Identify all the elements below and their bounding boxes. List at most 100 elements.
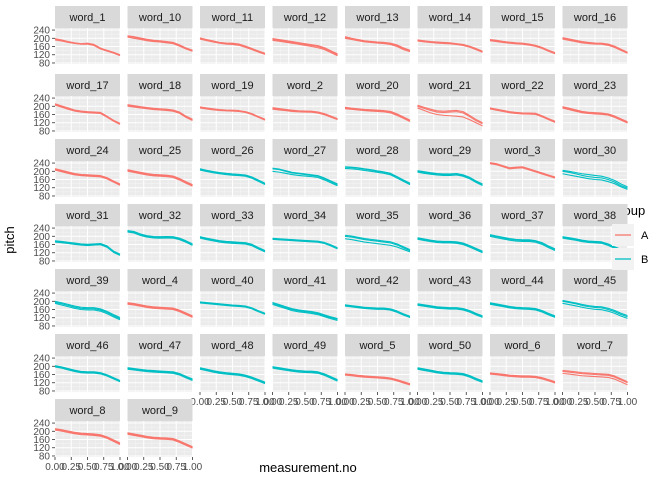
x-tick-label: 0.00 — [553, 397, 573, 408]
series-line-group-a — [417, 39, 483, 52]
x-tick-label: 1.00 — [545, 397, 565, 408]
y-tick-label: 160 — [33, 175, 50, 186]
series-line-group-b — [272, 302, 338, 320]
y-tick-label: 120 — [33, 443, 50, 454]
series-line-group-b — [562, 299, 628, 316]
facet-strip-label: word_37 — [500, 210, 543, 222]
series-line-group-b — [489, 235, 556, 251]
series-line-group-b — [272, 367, 338, 382]
facet-strip-label: word_26 — [210, 145, 253, 157]
series-line-group-a — [489, 372, 556, 383]
x-tick-label: 0.75 — [384, 397, 404, 408]
series-line-group-b — [417, 171, 483, 186]
series-line-group-a — [54, 39, 121, 57]
facet-strip-label: word_44 — [500, 275, 543, 287]
facet-strip — [345, 6, 410, 28]
facet-strip — [490, 334, 555, 356]
series-line-group-a — [127, 104, 193, 120]
facet-panel: word_42 — [344, 269, 411, 327]
facet-strip-label: word_36 — [428, 210, 471, 222]
facet-panel: word_19 — [199, 74, 266, 132]
series-line-group-a — [199, 37, 266, 54]
facet-panel: word_26 — [199, 139, 266, 197]
facet-strip — [417, 139, 483, 161]
facet-strip-label: word_12 — [283, 12, 326, 24]
facet-strip-label: word_19 — [210, 80, 253, 92]
facet-strip-label: word_29 — [428, 145, 471, 157]
x-tick-label: 1.00 — [473, 397, 493, 408]
series-line-group-b — [272, 238, 338, 250]
series-line-group-b — [417, 367, 483, 383]
facet-strip-label: word_48 — [210, 340, 253, 352]
x-tick-label: 0.25 — [279, 397, 299, 408]
x-tick-label: 0.25 — [62, 462, 82, 473]
facet-strip-label: word_38 — [573, 210, 616, 222]
facet-strip-label: word_49 — [283, 340, 326, 352]
y-tick-label: 240 — [33, 159, 50, 170]
series-line-group-a — [344, 373, 411, 385]
facet-strip — [345, 269, 410, 291]
y-tick-label: 160 — [33, 370, 50, 381]
facet-strip-label: word_22 — [500, 80, 543, 92]
x-tick-label: 0.50 — [295, 397, 315, 408]
legend-item-b: B — [612, 248, 648, 270]
facet-strip — [490, 204, 555, 226]
facet-panel: word_30 — [562, 139, 628, 197]
series-line-group-b — [417, 304, 483, 318]
facet-strip-label: word_24 — [65, 145, 108, 157]
y-tick-label: 80 — [39, 386, 51, 397]
x-tick-label: 0.75 — [602, 397, 622, 408]
facet-strip — [272, 74, 338, 96]
series-line-group-a — [127, 170, 193, 187]
x-tick-label: 0.50 — [585, 397, 605, 408]
facet-strip — [200, 139, 265, 161]
facet-panel: word_44 — [489, 269, 556, 327]
facet-panel: word_11 — [199, 6, 266, 64]
series-line-group-a — [344, 106, 411, 121]
facet-strip-label: word_2 — [286, 80, 323, 92]
facet-strip-label: word_23 — [573, 80, 616, 92]
facet-strip — [127, 139, 193, 161]
facet-panel: word_35 — [344, 204, 411, 262]
facet-strip — [562, 204, 628, 226]
facet-strip-label: word_30 — [573, 145, 616, 157]
facet-strip — [562, 269, 628, 291]
series-line-group-a — [199, 38, 266, 55]
x-tick-label: 0.50 — [223, 397, 243, 408]
series-line-group-b — [199, 236, 266, 252]
facet-strip — [490, 269, 555, 291]
facet-panel: word_3 — [489, 139, 556, 197]
facet-strip-label: word_4 — [141, 275, 178, 287]
series-line-group-a — [562, 369, 628, 383]
series-line-group-a — [562, 372, 628, 386]
facet-strip-label: word_3 — [503, 145, 540, 157]
facet-strip — [200, 334, 265, 356]
facet-strip — [200, 74, 265, 96]
facet-strip — [55, 399, 120, 421]
y-tick-label: 160 — [33, 240, 50, 251]
series-line-group-b — [199, 237, 266, 253]
y-tick-label: 240 — [33, 94, 50, 105]
facet-strip-label: word_14 — [428, 12, 471, 24]
series-line-group-a — [417, 105, 483, 125]
facet-panel: word_45 — [562, 269, 628, 327]
y-tick-label: 120 — [33, 50, 50, 61]
series-line-group-b — [489, 303, 556, 318]
y-tick-label: 120 — [33, 118, 50, 129]
y-tick-label: 120 — [33, 378, 50, 389]
facet-strip — [127, 269, 193, 291]
facet-strip-label: word_31 — [65, 210, 108, 222]
facet-strip-label: word_15 — [500, 12, 543, 24]
facet-strip-label: word_18 — [138, 80, 181, 92]
y-tick-label: 240 — [33, 224, 50, 235]
series-line-group-a — [344, 373, 411, 385]
series-line-group-b — [272, 167, 338, 185]
facet-panel: word_16 — [562, 6, 628, 64]
series-line-group-b — [54, 301, 121, 320]
series-line-group-b — [562, 236, 628, 252]
facet-strip — [272, 6, 338, 28]
x-tick-label: 0.00 — [118, 462, 138, 473]
x-tick-label: 0.75 — [457, 397, 477, 408]
